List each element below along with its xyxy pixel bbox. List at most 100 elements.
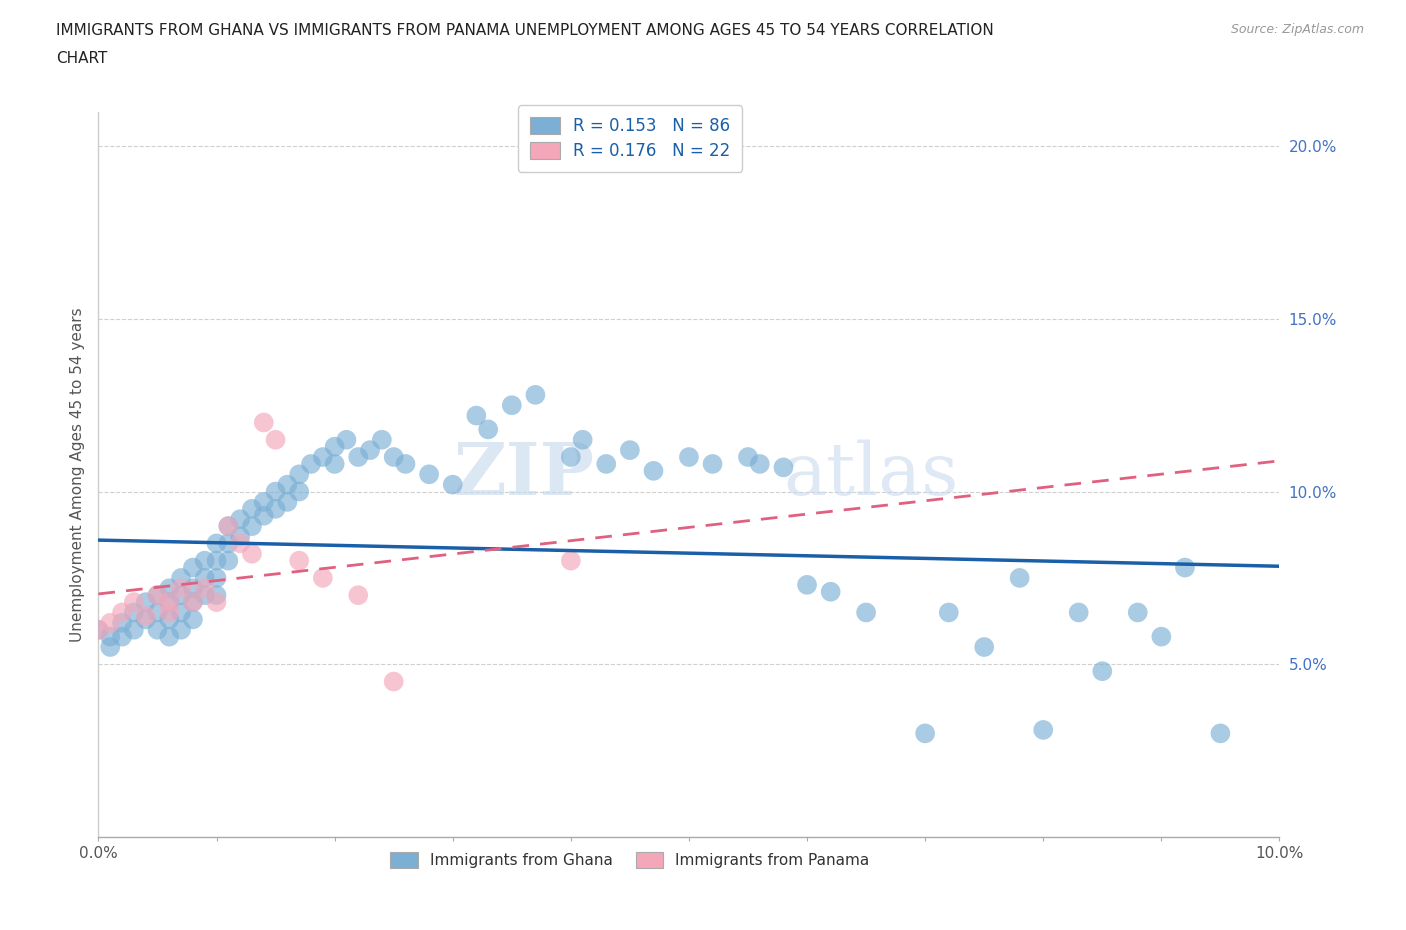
- Point: [157, 630, 180, 644]
- Point: [312, 570, 335, 585]
- Point: [560, 449, 582, 464]
- Point: [205, 594, 228, 609]
- Point: [205, 536, 228, 551]
- Point: [205, 553, 228, 568]
- Point: [382, 449, 405, 464]
- Point: [359, 443, 381, 458]
- Point: [394, 457, 416, 472]
- Point: [111, 616, 134, 631]
- Point: [181, 594, 204, 609]
- Point: [87, 622, 110, 637]
- Point: [418, 467, 440, 482]
- Point: [335, 432, 357, 447]
- Point: [146, 588, 169, 603]
- Point: [264, 485, 287, 499]
- Point: [205, 570, 228, 585]
- Legend: Immigrants from Ghana, Immigrants from Panama: Immigrants from Ghana, Immigrants from P…: [378, 840, 882, 880]
- Point: [229, 512, 252, 526]
- Point: [111, 630, 134, 644]
- Text: atlas: atlas: [783, 439, 959, 510]
- Point: [312, 449, 335, 464]
- Point: [229, 529, 252, 544]
- Point: [240, 546, 263, 561]
- Point: [702, 457, 724, 472]
- Point: [1008, 570, 1031, 585]
- Point: [194, 570, 217, 585]
- Point: [205, 588, 228, 603]
- Point: [157, 594, 180, 609]
- Point: [98, 616, 121, 631]
- Point: [98, 630, 121, 644]
- Point: [135, 608, 157, 623]
- Point: [560, 553, 582, 568]
- Point: [170, 581, 193, 596]
- Point: [157, 594, 180, 609]
- Point: [240, 519, 263, 534]
- Point: [276, 477, 298, 492]
- Point: [748, 457, 770, 472]
- Point: [111, 605, 134, 620]
- Point: [229, 536, 252, 551]
- Point: [595, 457, 617, 472]
- Text: Source: ZipAtlas.com: Source: ZipAtlas.com: [1230, 23, 1364, 36]
- Text: ZIP: ZIP: [454, 439, 595, 510]
- Point: [217, 536, 239, 551]
- Point: [217, 519, 239, 534]
- Point: [524, 388, 547, 403]
- Point: [146, 605, 169, 620]
- Point: [122, 605, 145, 620]
- Point: [501, 398, 523, 413]
- Point: [170, 605, 193, 620]
- Point: [135, 612, 157, 627]
- Point: [323, 439, 346, 454]
- Point: [157, 612, 180, 627]
- Point: [772, 460, 794, 475]
- Point: [1091, 664, 1114, 679]
- Point: [855, 605, 877, 620]
- Point: [170, 622, 193, 637]
- Point: [264, 501, 287, 516]
- Point: [1209, 726, 1232, 741]
- Point: [643, 463, 665, 478]
- Point: [146, 622, 169, 637]
- Point: [146, 588, 169, 603]
- Point: [194, 581, 217, 596]
- Y-axis label: Unemployment Among Ages 45 to 54 years: Unemployment Among Ages 45 to 54 years: [69, 307, 84, 642]
- Point: [253, 509, 276, 524]
- Point: [181, 594, 204, 609]
- Point: [276, 495, 298, 510]
- Point: [98, 640, 121, 655]
- Point: [1150, 630, 1173, 644]
- Point: [938, 605, 960, 620]
- Point: [181, 560, 204, 575]
- Point: [1067, 605, 1090, 620]
- Point: [122, 594, 145, 609]
- Point: [914, 726, 936, 741]
- Point: [796, 578, 818, 592]
- Point: [288, 485, 311, 499]
- Point: [323, 457, 346, 472]
- Point: [1174, 560, 1197, 575]
- Point: [288, 467, 311, 482]
- Point: [135, 594, 157, 609]
- Text: CHART: CHART: [56, 51, 108, 66]
- Point: [217, 519, 239, 534]
- Point: [465, 408, 488, 423]
- Point: [217, 553, 239, 568]
- Point: [477, 422, 499, 437]
- Point: [87, 622, 110, 637]
- Point: [973, 640, 995, 655]
- Point: [157, 605, 180, 620]
- Point: [678, 449, 700, 464]
- Point: [288, 553, 311, 568]
- Point: [382, 674, 405, 689]
- Point: [157, 581, 180, 596]
- Point: [820, 584, 842, 599]
- Point: [194, 588, 217, 603]
- Point: [1032, 723, 1054, 737]
- Point: [264, 432, 287, 447]
- Point: [737, 449, 759, 464]
- Point: [441, 477, 464, 492]
- Point: [181, 581, 204, 596]
- Point: [240, 501, 263, 516]
